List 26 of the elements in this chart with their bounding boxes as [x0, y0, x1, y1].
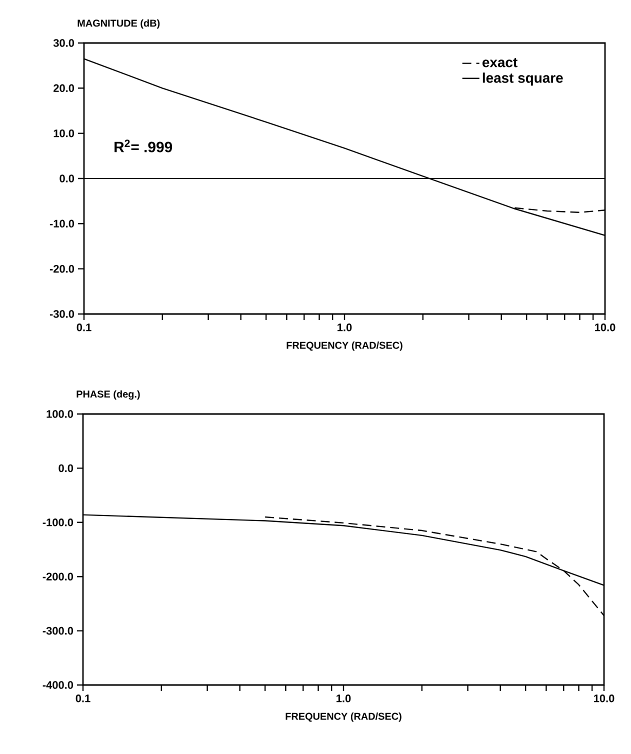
legend-label: exact: [482, 58, 518, 68]
x-axis-title: FREQUENCY (RAD/SEC): [286, 342, 402, 351]
x-tick-label: 1.0: [338, 324, 352, 332]
y-tick-label: -10.0: [50, 220, 74, 228]
x-axis-title: FREQUENCY (RAD/SEC): [286, 712, 402, 722]
legend-label: least square: [482, 72, 563, 86]
y-tick-label: 10.0: [54, 129, 74, 138]
x-tick-label: 1.0: [336, 694, 351, 702]
y-tick-label: -300.0: [42, 626, 74, 635]
annotation: R$^{2}$= .999: [114, 140, 172, 152]
y-axis-title: MAGNITUDE (dB): [78, 19, 160, 29]
x-tick-label: 10.0: [594, 694, 614, 702]
y-tick-label: 100.0: [46, 410, 74, 418]
x-tick-label: 0.1: [76, 324, 92, 332]
y-tick-label: 30.0: [53, 39, 74, 47]
y-tick-label: -20.0: [50, 264, 74, 273]
y-tick-label: -400.0: [42, 681, 74, 689]
y-axis-title: PHASE (deg.): [76, 390, 140, 400]
x-tick-label: 0.1: [76, 694, 90, 702]
x-tick-label: 10.0: [595, 324, 616, 332]
y-tick-label: 20.0: [54, 84, 74, 92]
y-tick-label: -100.0: [42, 518, 74, 526]
y-tick-label: 0.0: [60, 174, 74, 182]
y-tick-label: -30.0: [50, 310, 74, 318]
y-tick-label: -200.0: [42, 572, 74, 580]
y-tick-label: 0.0: [58, 464, 74, 472]
